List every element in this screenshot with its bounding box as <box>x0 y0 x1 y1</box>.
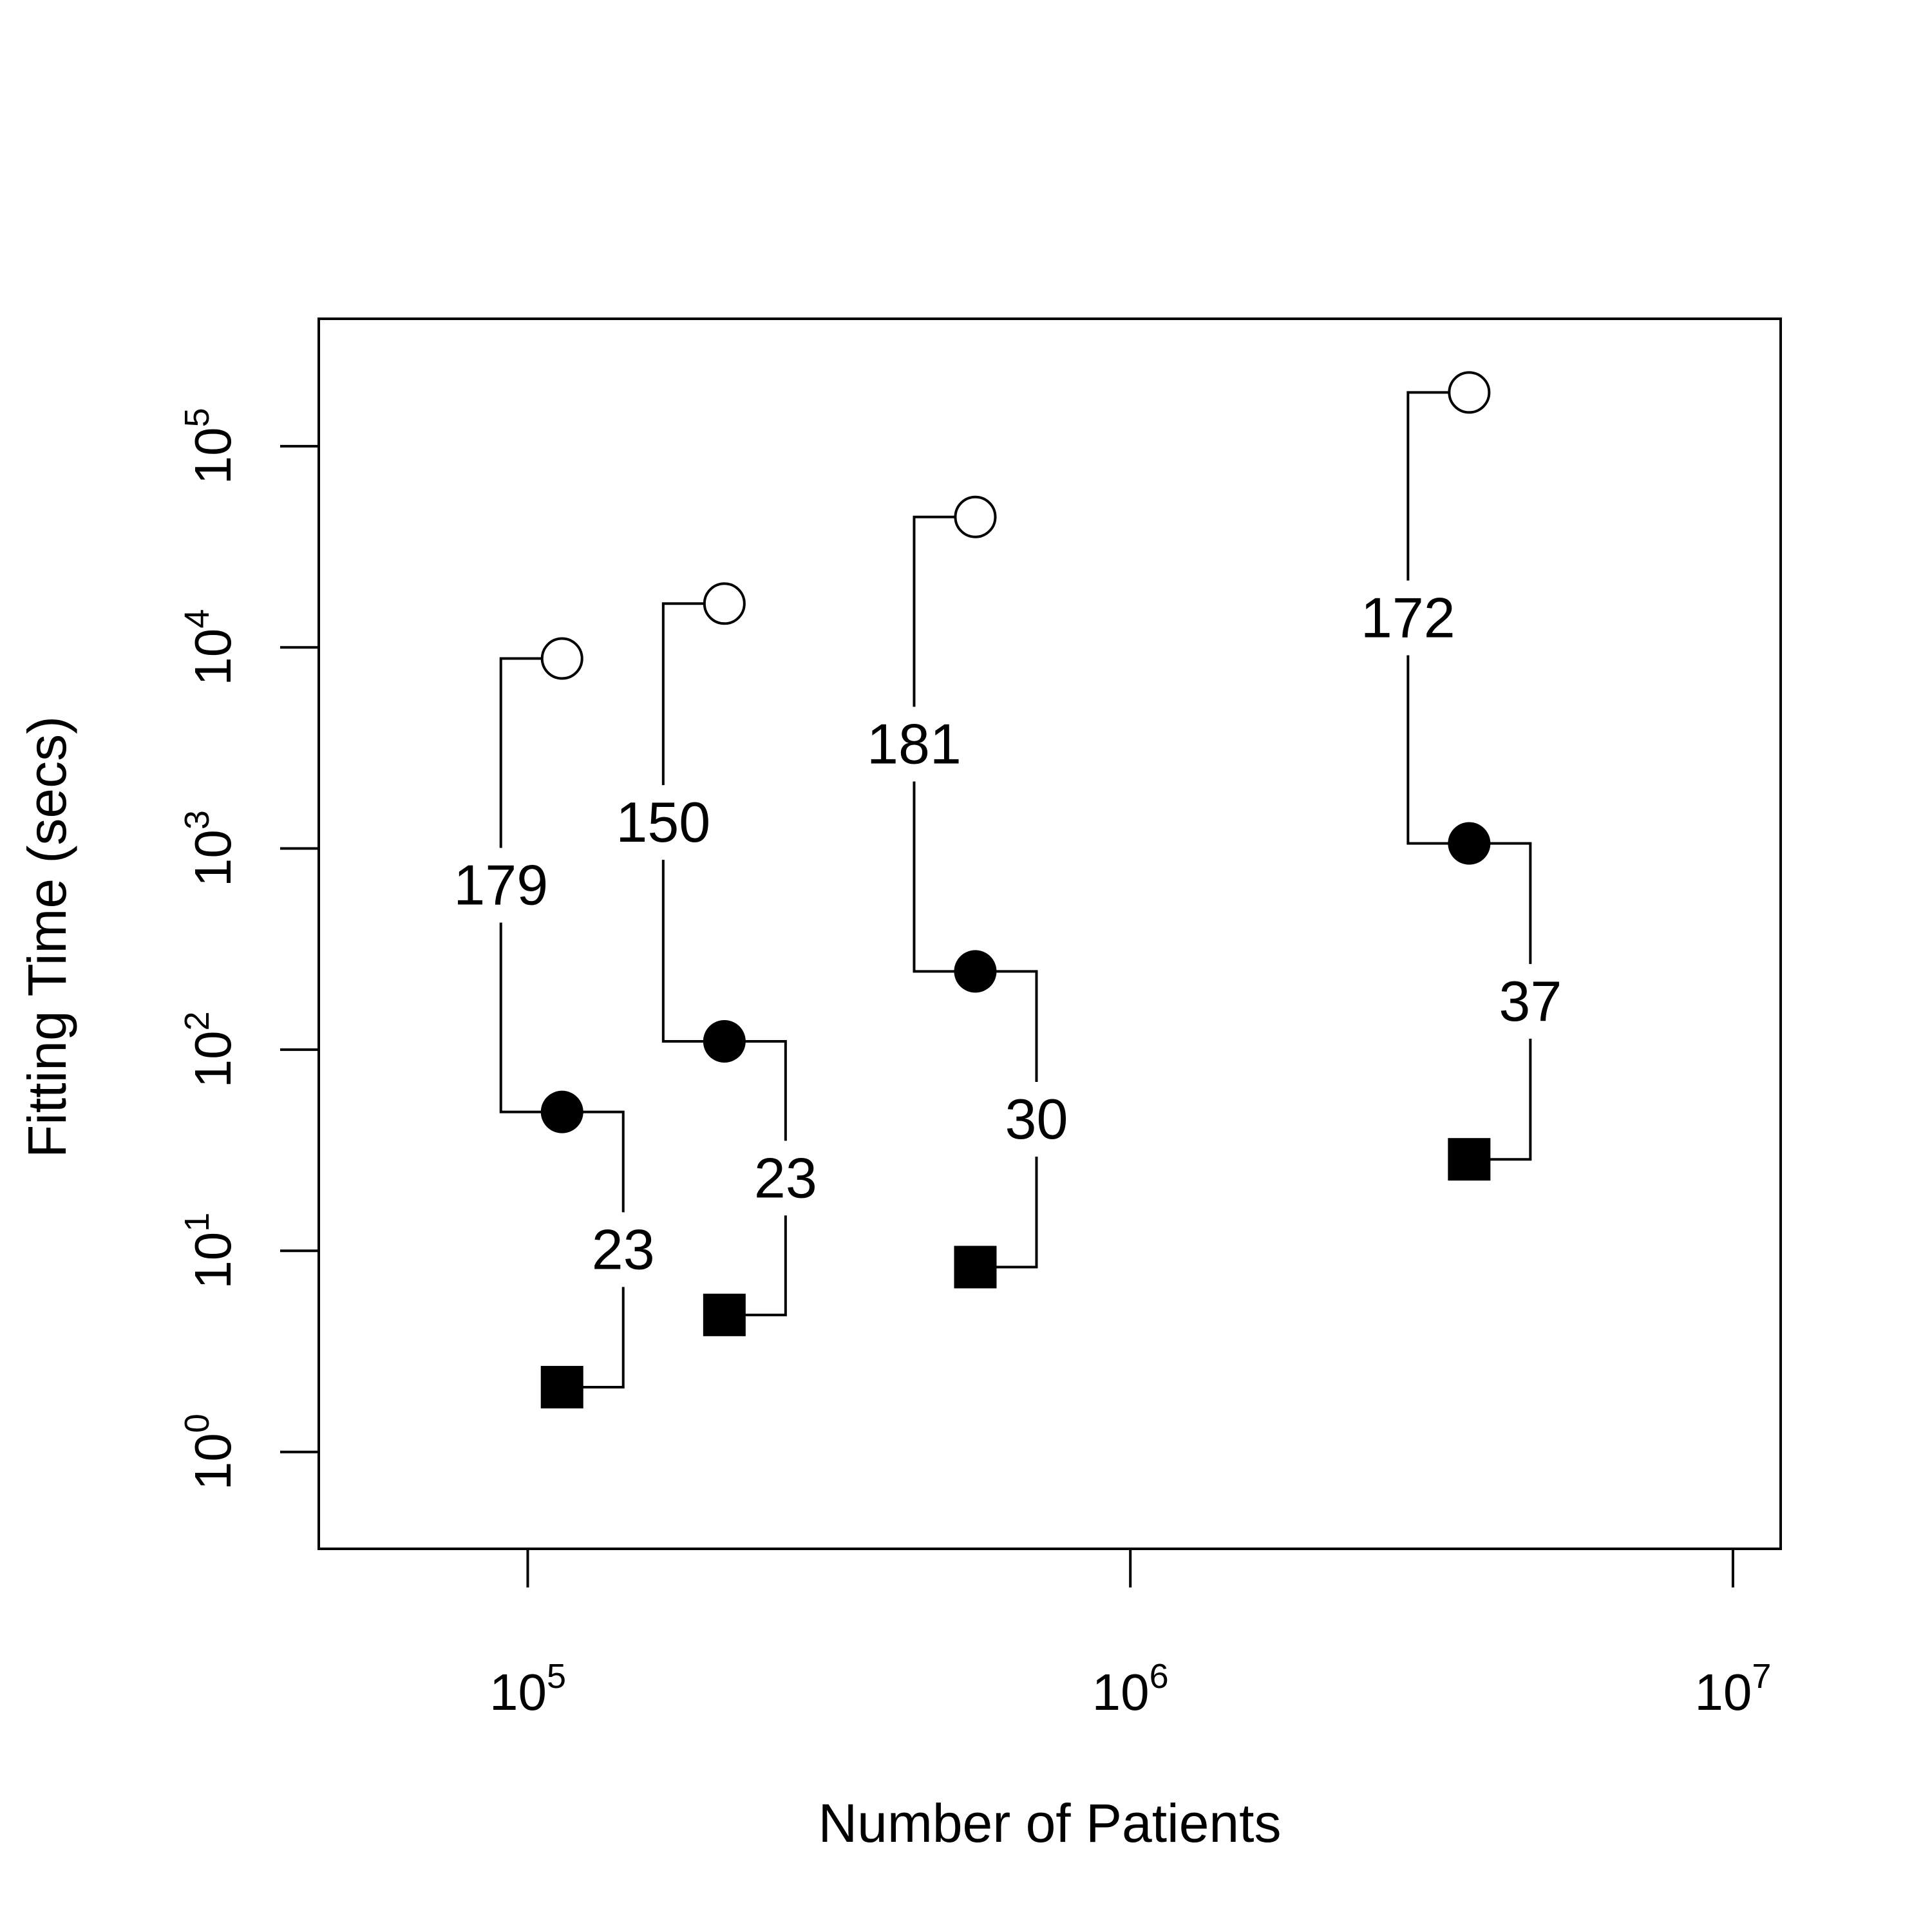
filled-square-point <box>540 1365 583 1408</box>
speedup-brackets: 179 23 150 23 181 30 172 37 <box>453 391 1562 1388</box>
filled-square-point <box>1448 1138 1491 1181</box>
y-tick-label: 104 <box>178 609 242 686</box>
filled-square-point <box>703 1293 746 1336</box>
open-circle-point <box>703 582 746 625</box>
y-tick-label: 103 <box>178 810 242 887</box>
filled-circle-point <box>703 1019 746 1063</box>
speedup-label: 150 <box>616 790 710 854</box>
x-tick-label: 107 <box>1694 1657 1771 1721</box>
speedup-label: 181 <box>867 712 961 776</box>
bracket-upper-arm <box>1406 391 1470 581</box>
y-tick-label: 101 <box>178 1213 242 1289</box>
speedup-bracket: 181 <box>867 515 976 973</box>
speedup-bracket: 179 <box>453 657 562 1113</box>
y-axis-title: Fitting Time (secs) <box>17 716 77 1158</box>
speedup-label: 23 <box>592 1217 655 1281</box>
open-circle-point <box>1448 371 1491 414</box>
speedup-label: 37 <box>1499 969 1562 1033</box>
bracket-upper-arm <box>499 657 562 848</box>
x-tick-label: 105 <box>489 1657 566 1721</box>
bracket-lower-arm <box>1406 655 1470 845</box>
x-axis: 105 106 107 <box>489 1548 1771 1721</box>
bracket-lower-arm <box>661 860 724 1043</box>
open-circle-point <box>540 637 583 680</box>
bracket-lower-arm <box>499 922 562 1113</box>
speedup-bracket: 37 <box>1469 842 1562 1161</box>
speedup-bracket: 23 <box>724 1039 817 1316</box>
speedup-label: 179 <box>453 853 548 917</box>
bracket-lower-arm <box>913 781 976 973</box>
x-axis-title: Number of Patients <box>818 1793 1281 1853</box>
speedup-label: 30 <box>1005 1087 1068 1151</box>
speedup-bracket: 172 <box>1361 391 1470 845</box>
y-axis: 100 101 102 103 104 105 <box>178 408 320 1490</box>
speedup-label: 172 <box>1361 586 1455 650</box>
bracket-upper-arm <box>661 602 724 786</box>
y-tick-label: 102 <box>178 1011 242 1088</box>
bracket-upper-arm <box>913 515 976 707</box>
filled-circle-point <box>540 1090 583 1133</box>
y-tick-label: 105 <box>178 408 242 484</box>
y-tick-label: 100 <box>178 1414 242 1490</box>
filled-circle-point <box>1448 822 1491 865</box>
filled-circle-point <box>954 950 997 993</box>
speedup-label: 23 <box>754 1146 817 1209</box>
speedup-bracket: 30 <box>975 970 1068 1269</box>
open-circle-point <box>954 495 997 538</box>
plot-frame <box>317 317 1782 1550</box>
speedup-bracket: 150 <box>616 602 724 1043</box>
x-tick-label: 106 <box>1092 1657 1169 1721</box>
filled-square-point <box>954 1245 997 1289</box>
speedup-bracket: 23 <box>562 1110 655 1388</box>
data-points <box>540 371 1491 1408</box>
